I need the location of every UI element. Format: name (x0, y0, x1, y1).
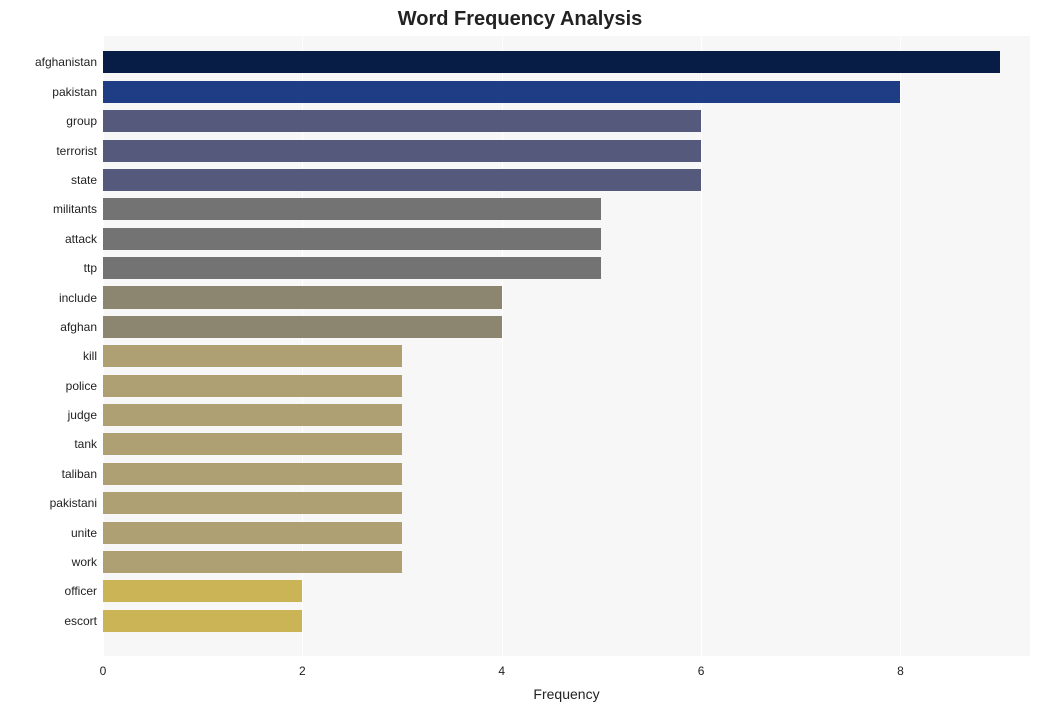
bar (103, 51, 1000, 73)
bar (103, 316, 502, 338)
grid-line (900, 36, 901, 656)
bar (103, 404, 402, 426)
bar (103, 345, 402, 367)
bar (103, 198, 601, 220)
y-tick-label: pakistani (50, 496, 103, 510)
bar (103, 140, 701, 162)
bar (103, 522, 402, 544)
y-tick-label: judge (68, 408, 103, 422)
bar (103, 110, 701, 132)
bar (103, 551, 402, 573)
bar (103, 169, 701, 191)
y-tick-label: include (59, 291, 103, 305)
x-tick-label: 6 (698, 664, 705, 678)
y-tick-label: work (72, 555, 103, 569)
bar (103, 463, 402, 485)
x-tick-label: 4 (498, 664, 505, 678)
y-tick-label: unite (71, 526, 103, 540)
y-tick-label: afghanistan (35, 55, 103, 69)
y-tick-label: group (66, 114, 103, 128)
bar (103, 610, 302, 632)
grid-line (701, 36, 702, 656)
plot-area: 02468Frequencyafghanistanpakistangroupte… (103, 36, 1030, 656)
y-tick-label: tank (74, 437, 103, 451)
bar (103, 257, 601, 279)
bar (103, 375, 402, 397)
chart-title: Word Frequency Analysis (0, 8, 1040, 31)
y-tick-label: kill (83, 349, 103, 363)
bar (103, 228, 601, 250)
bar (103, 433, 402, 455)
y-tick-label: militants (53, 202, 103, 216)
y-tick-label: terrorist (56, 144, 103, 158)
y-tick-label: ttp (84, 261, 103, 275)
y-tick-label: escort (64, 614, 103, 628)
y-tick-label: afghan (60, 320, 103, 334)
x-tick-label: 2 (299, 664, 306, 678)
y-tick-label: police (66, 379, 103, 393)
x-axis-label: Frequency (533, 686, 599, 702)
y-tick-label: officer (65, 584, 103, 598)
y-tick-label: pakistan (52, 85, 103, 99)
bar (103, 492, 402, 514)
bar (103, 81, 900, 103)
x-tick-label: 8 (897, 664, 904, 678)
bar (103, 580, 302, 602)
y-tick-label: taliban (62, 467, 103, 481)
x-tick-label: 0 (100, 664, 107, 678)
y-tick-label: state (71, 173, 103, 187)
y-tick-label: attack (65, 232, 103, 246)
bar (103, 286, 502, 308)
